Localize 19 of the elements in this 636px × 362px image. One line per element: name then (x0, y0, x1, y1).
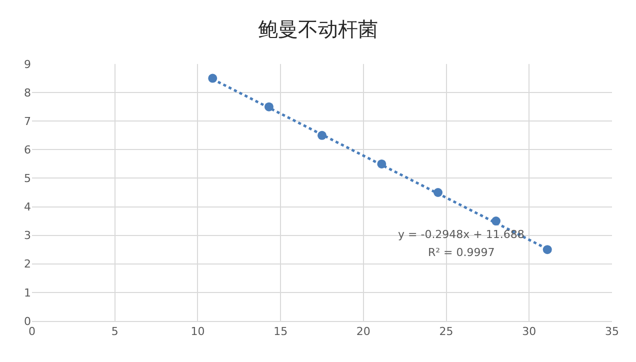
chart-title: 鲍曼不动杆菌 (258, 16, 378, 41)
x-tick-label: 20 (356, 325, 370, 338)
y-tick-label: 5 (24, 172, 31, 186)
x-tick-label: 10 (190, 325, 205, 338)
y-tick-label: 4 (24, 200, 31, 214)
y-tick-label: 1 (24, 286, 31, 300)
y-tick-label: 7 (24, 114, 31, 128)
x-tick-label: 5 (111, 325, 118, 338)
y-tick-label: 8 (24, 86, 31, 100)
x-tick-label: 15 (274, 325, 288, 338)
y-tick-label: 3 (24, 229, 31, 242)
y-tick-label: 9 (24, 58, 31, 71)
y-tick-label: 6 (24, 144, 31, 157)
y-tick-label: 2 (24, 258, 31, 271)
x-tick-label: 30 (522, 325, 536, 338)
y-tick-label: 0 (24, 314, 31, 328)
x-tick-label: 35 (605, 325, 619, 338)
x-tick-label: 25 (439, 325, 454, 338)
annotation: R² = 0.9997 (428, 246, 495, 259)
